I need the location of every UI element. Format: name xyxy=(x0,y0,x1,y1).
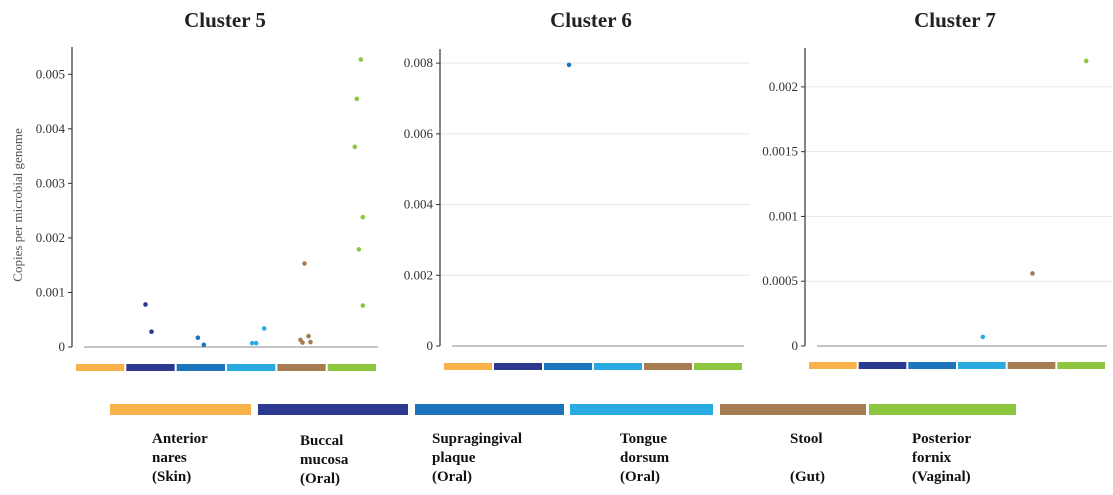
legend-label-line xyxy=(790,449,825,468)
y-tick-label: 0.005 xyxy=(36,66,65,81)
y-tick-label: 0.002 xyxy=(36,230,65,245)
chart-cluster-7: Cluster 7 0 0.0005 0.001 0.0015 0.002 xyxy=(762,8,1113,369)
legend-color-bar xyxy=(110,404,251,415)
data-point xyxy=(143,302,148,307)
y-axis-label: Copies per microbial genome xyxy=(10,128,25,282)
data-point xyxy=(566,62,572,68)
legend-label-line: Tongue xyxy=(620,431,667,447)
data-point xyxy=(352,144,358,150)
data-point xyxy=(249,340,255,346)
legend-label-line: Posterior xyxy=(912,431,972,447)
category-bar xyxy=(227,364,276,371)
category-bar xyxy=(327,364,376,371)
y-tick-label: 0.003 xyxy=(36,175,65,190)
y-tick-label: 0.001 xyxy=(36,284,65,299)
chart-title: Cluster 7 xyxy=(914,8,996,32)
chart-cluster-6: Cluster 6 0 0.002 0.004 0.006 0.008 xyxy=(404,8,750,370)
y-tick-label: 0.004 xyxy=(404,197,434,212)
y-tick-label: 0.001 xyxy=(769,208,798,223)
legend-label: Supragingival plaque (Oral) xyxy=(432,430,522,487)
category-bar xyxy=(594,363,642,370)
category-bar xyxy=(444,363,492,370)
category-bar xyxy=(858,362,907,369)
y-tick-label: 0.006 xyxy=(404,126,434,141)
category-bar xyxy=(908,362,956,369)
y-tick-label: 0.002 xyxy=(769,79,798,94)
category-bar xyxy=(76,364,125,371)
data-point xyxy=(253,340,259,346)
y-tick-label: 0 xyxy=(59,339,66,354)
chart-title: Cluster 6 xyxy=(550,8,632,32)
y-tick-label: 0.008 xyxy=(404,55,433,70)
data-point xyxy=(980,334,986,340)
data-point xyxy=(356,247,362,252)
data-point xyxy=(360,303,366,308)
legend-label-line: nares xyxy=(152,450,187,466)
y-tick-label: 0 xyxy=(427,338,434,353)
y-tick-label: 0.004 xyxy=(36,121,66,136)
legend-label-line: Supragingival xyxy=(432,431,523,447)
data-point xyxy=(300,340,305,345)
legend-label: Posterior fornix (Vaginal) xyxy=(912,430,971,487)
category-bar xyxy=(1007,362,1056,369)
legend-color-bar xyxy=(720,404,866,415)
chart-title: Cluster 5 xyxy=(184,8,266,32)
data-point xyxy=(149,329,154,335)
legend-color-bar xyxy=(258,404,408,415)
data-point xyxy=(195,335,201,341)
legend-color-bar xyxy=(570,404,713,415)
category-bar xyxy=(494,363,542,370)
legend-label-line: (Oral) xyxy=(432,469,472,485)
data-point xyxy=(261,326,267,331)
category-bar xyxy=(694,363,742,370)
legend-color-bar xyxy=(869,404,1016,415)
legend-label-line: fornix xyxy=(912,450,952,466)
legend-label-line: mucosa xyxy=(300,452,349,468)
legend-label-line: (Oral) xyxy=(620,469,660,485)
data-point xyxy=(308,339,313,345)
legend-color-bar xyxy=(415,404,564,415)
data-point xyxy=(360,214,366,220)
legend-label-line: plaque xyxy=(432,450,476,466)
legend-label-line: dorsum xyxy=(620,450,670,466)
legend-label-line: (Skin) xyxy=(152,469,192,485)
legend-label-line: Stool xyxy=(790,431,823,447)
category-bar xyxy=(644,363,692,370)
y-tick-label: 0.0015 xyxy=(762,144,798,159)
legend-label-line: Buccal xyxy=(300,433,344,449)
cluster-charts: Cluster 5 0 0.001 0.002 0.003 0.004 0.005 Copie… xyxy=(10,8,1113,371)
data-point xyxy=(1083,58,1089,64)
category-bar xyxy=(544,363,592,370)
y-tick-label: 0 xyxy=(792,338,799,353)
category-bar xyxy=(958,362,1006,369)
data-point xyxy=(306,333,311,339)
category-bar xyxy=(126,364,175,371)
data-point xyxy=(358,57,364,62)
data-point xyxy=(354,96,360,102)
category-bar xyxy=(176,364,225,371)
legend-label: Tongue dorsum (Oral) xyxy=(620,430,669,487)
chart-cluster-5: Cluster 5 0 0.001 0.002 0.003 0.004 0.005 Copie… xyxy=(10,8,378,371)
legend-label-line: (Gut) xyxy=(790,469,825,485)
category-bar xyxy=(277,364,326,371)
legend-label: Stool (Gut) xyxy=(790,430,825,487)
data-point xyxy=(201,342,207,348)
legend-label: Anterior nares (Skin) xyxy=(152,430,208,487)
data-point xyxy=(302,261,307,266)
legend-label-line: Anterior xyxy=(152,431,208,447)
legend-label-line: (Vaginal) xyxy=(912,469,971,485)
legend-label-line: (Oral) xyxy=(300,471,340,487)
y-tick-label: 0.002 xyxy=(404,267,433,282)
category-bar xyxy=(809,362,857,369)
category-bar xyxy=(1057,362,1105,369)
data-point xyxy=(1030,271,1035,276)
y-tick-label: 0.0005 xyxy=(762,273,798,288)
legend-label: Buccal mucosa (Oral) xyxy=(300,432,348,489)
